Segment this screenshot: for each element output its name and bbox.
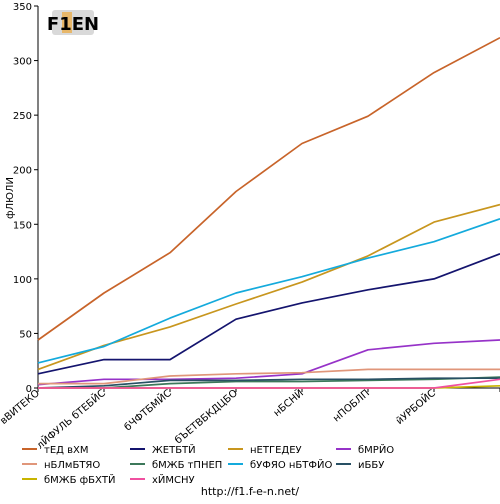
logo: F1EN xyxy=(47,10,99,35)
y-axis-ticks: 0 50 100 150 200 250 300 350 xyxy=(13,2,38,395)
x-tick-label: вВИТЕКО xyxy=(0,388,42,427)
legend-label: нЕТГЕДЕУ xyxy=(250,445,302,456)
logo-accent xyxy=(62,12,72,33)
y-tick-label: 200 xyxy=(13,166,32,177)
y-tick-label: 0 xyxy=(26,384,32,395)
legend-item: тЕД вХМ xyxy=(22,445,89,456)
x-tick-label: нПОБЛП xyxy=(331,388,372,425)
x-tick-label: лЙФУЛЬ бТЕБЙС xyxy=(34,386,108,451)
series-line-1 xyxy=(37,36,500,341)
series-line-5 xyxy=(38,368,500,385)
legend-item: нЕТГЕДЕУ xyxy=(228,445,302,456)
y-tick-label: 350 xyxy=(13,2,32,13)
x-tick-label: йУРБОЙС xyxy=(393,386,438,427)
legend-item: иББУ xyxy=(336,460,384,471)
y-tick-label: 100 xyxy=(13,275,32,286)
legend-item: бМРЙО xyxy=(336,443,394,456)
legend-label: ЖЕТБТЙ xyxy=(152,443,196,456)
series-lines xyxy=(37,36,500,389)
series-line-8 xyxy=(37,377,500,389)
legend: тЕД вХМ ЖЕТБТЙ нЕТГЕДЕУ бМРЙО нБЛмБТЯО бМЖБ т… xyxy=(22,443,394,486)
series-line-4 xyxy=(37,339,500,386)
x-tick-label: бЧФТБМЙС xyxy=(121,386,174,433)
y-tick-label: 250 xyxy=(13,111,32,122)
series-line-10 xyxy=(38,378,500,389)
legend-label: бМЖБ фБХТЙ xyxy=(44,473,115,486)
y-tick-label: 300 xyxy=(13,57,32,68)
y-tick-label: 150 xyxy=(13,220,32,231)
y-axis-label: фЛЮЛИ xyxy=(5,177,16,219)
legend-label: нБЛмБТЯО xyxy=(44,460,100,471)
series-line-7 xyxy=(37,217,500,364)
source-url[interactable]: http://f1.f-e-n.net/ xyxy=(201,485,300,498)
legend-label: хЙМСНУ xyxy=(152,473,195,486)
legend-label: иББУ xyxy=(358,460,384,471)
legend-item: бУФЯО нБТФЙО xyxy=(228,458,332,471)
legend-label: бМЖБ тПНЕП xyxy=(152,460,222,471)
legend-item: нБЛмБТЯО xyxy=(22,460,100,471)
series-line-2 xyxy=(37,253,500,375)
legend-item: ЖЕТБТЙ xyxy=(130,443,196,456)
y-tick-label: 50 xyxy=(19,329,32,340)
legend-item: бМЖБ тПНЕП xyxy=(130,460,222,471)
logo-text: F1EN xyxy=(47,14,99,35)
x-tick-label: нБСНЙ xyxy=(270,386,305,419)
legend-item: хЙМСНУ xyxy=(130,473,195,486)
legend-label: тЕД вХМ xyxy=(44,445,89,456)
axes xyxy=(37,6,500,389)
x-tick-label: бЪЕТВБКДЦБО xyxy=(173,388,240,447)
legend-label: бМРЙО xyxy=(358,443,394,456)
legend-item: бМЖБ фБХТЙ xyxy=(22,473,115,486)
legend-label: бУФЯО нБТФЙО xyxy=(250,458,332,471)
